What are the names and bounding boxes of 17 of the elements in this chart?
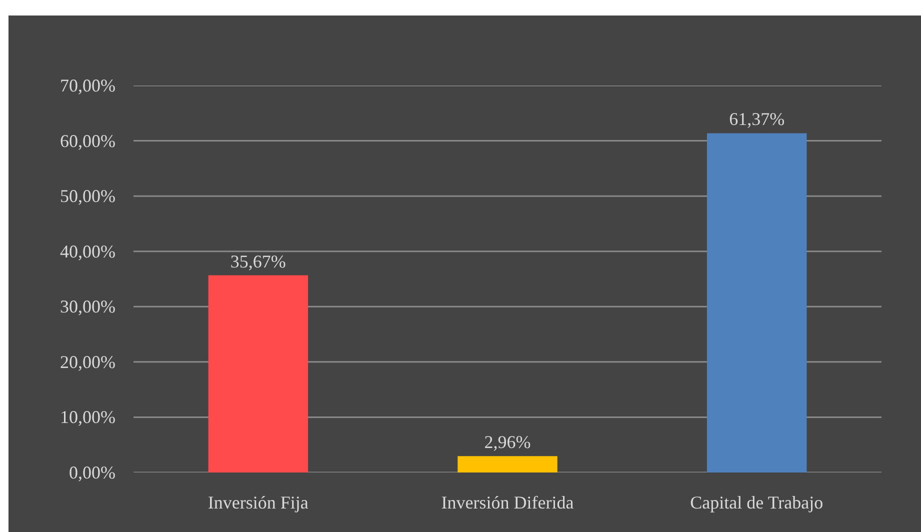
x-tick-label: Capital de Trabajo: [690, 492, 824, 512]
x-tick-label: Inversión Fija: [208, 492, 308, 512]
y-tick-label: 70,00%: [60, 76, 116, 96]
bar: [706, 133, 807, 472]
x-tick-label: Inversión Diferida: [441, 492, 574, 512]
y-tick-label: 10,00%: [60, 407, 116, 428]
y-tick-label: 30,00%: [60, 296, 116, 317]
data-label: 35,67%: [230, 251, 286, 272]
y-tick-label: 60,00%: [60, 130, 116, 151]
data-label: 2,96%: [484, 432, 531, 452]
y-tick-label: 40,00%: [60, 241, 116, 262]
y-tick-label: 20,00%: [60, 352, 116, 372]
bar: [208, 275, 308, 472]
bar: [458, 456, 558, 472]
y-tick-label: 50,00%: [60, 186, 116, 206]
y-tick-label: 0,00%: [69, 462, 116, 482]
data-label: 61,37%: [729, 109, 785, 130]
